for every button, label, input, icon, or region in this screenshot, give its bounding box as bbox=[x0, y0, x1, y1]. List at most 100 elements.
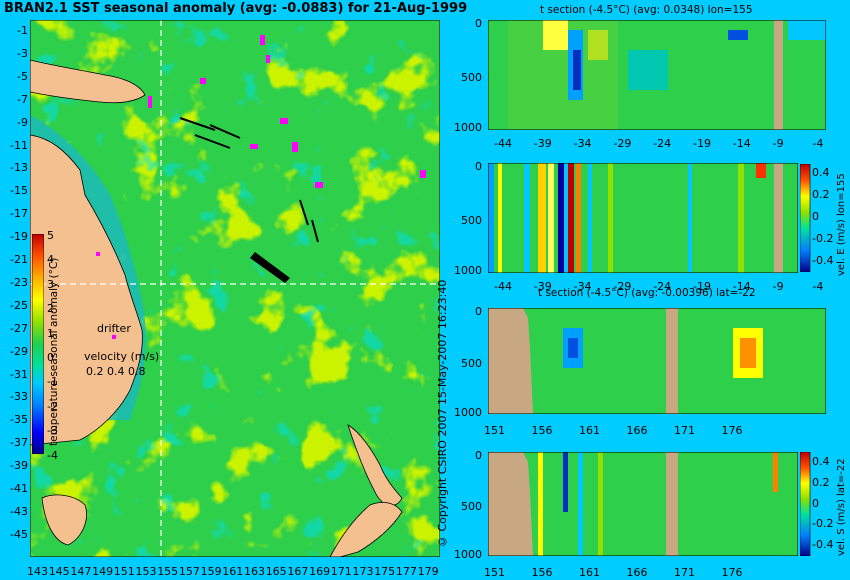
panel2-x-tick: -19 bbox=[693, 280, 711, 293]
colorbar-tick: 3 bbox=[47, 277, 54, 291]
panel4-x-tick: 171 bbox=[674, 566, 695, 579]
panel3-y-tick: 500 bbox=[461, 356, 482, 370]
panel2-x-tick: -24 bbox=[653, 280, 672, 293]
map-x-tick: 149 bbox=[92, 565, 114, 578]
panel4-x-tick: 151 bbox=[484, 566, 505, 579]
map-y-tick: -41 bbox=[10, 482, 28, 495]
panel2-vel-east-lon155 bbox=[488, 163, 798, 273]
colorbar-tick: -1 bbox=[47, 375, 58, 389]
panel2-x-tick: -34 bbox=[573, 280, 592, 293]
map-y-tick: -31 bbox=[10, 367, 28, 381]
drifter-markers bbox=[96, 35, 426, 339]
panel3-title: t section (-4.5°C) (avg: -0.00396) lat=-… bbox=[538, 287, 756, 299]
map-y-tick: -45 bbox=[10, 527, 28, 541]
panel4-vel-south-lat-22 bbox=[488, 452, 798, 556]
map-x-tick: 177 bbox=[395, 565, 417, 578]
map-y-tick: -37 bbox=[10, 436, 28, 450]
map-y-tick: -23 bbox=[10, 275, 28, 289]
map-x-tick: 179 bbox=[417, 565, 439, 578]
colorbar-tick: 0 bbox=[47, 351, 54, 364]
map-y-tick: -11 bbox=[10, 138, 28, 152]
map-y-tick: -27 bbox=[10, 321, 28, 335]
panel2-colorbar bbox=[800, 164, 811, 272]
panel2-x-tick: -39 bbox=[533, 280, 552, 293]
sst-anomaly-map bbox=[30, 20, 440, 557]
panel4-colorbar-tick: 0.2 bbox=[812, 475, 830, 489]
panel2-y-tick: 1000 bbox=[454, 264, 482, 278]
new-guinea-landmass bbox=[30, 59, 146, 104]
panel2-x-tick: -4 bbox=[812, 280, 824, 293]
panel1-x-tick: -39 bbox=[533, 137, 552, 150]
colorbar-tick: 1 bbox=[47, 326, 54, 340]
map-y-tick: -9 bbox=[17, 115, 28, 129]
panel1-y-tick: 500 bbox=[461, 70, 482, 84]
panel3-x-tick: 156 bbox=[531, 424, 553, 437]
map-y-tick: -17 bbox=[10, 207, 28, 221]
panel3-y-tick: 1000 bbox=[454, 405, 482, 419]
panel3-x-tick: 151 bbox=[484, 424, 505, 437]
panel2-colorbar-tick: 0.2 bbox=[812, 188, 830, 201]
map-y-tick: -43 bbox=[10, 504, 28, 518]
panel4-colorbar-label: vel. S (m/s) lat=-22 bbox=[836, 458, 847, 556]
panel1-x-tick: -4 bbox=[812, 137, 824, 150]
panel1-x-tick: -34 bbox=[573, 137, 592, 150]
panel2-colorbar-tick: -0.2 bbox=[812, 232, 834, 245]
map-y-tick: -33 bbox=[10, 390, 28, 404]
colorbar-tick: -2 bbox=[47, 399, 58, 413]
map-x-tick: 145 bbox=[48, 565, 70, 578]
map-x-tick: 173 bbox=[352, 565, 374, 578]
panel4-y-tick: 0 bbox=[475, 449, 482, 462]
map-y-tick: -15 bbox=[10, 184, 28, 198]
colorbar-label: temperature seasonal anomaly (°C) bbox=[48, 257, 60, 446]
nz-north-island bbox=[347, 424, 403, 506]
panel1-y-tick: 1000 bbox=[454, 121, 482, 135]
map-y-tick: -13 bbox=[10, 161, 28, 175]
tasmania-landmass bbox=[41, 494, 87, 546]
map-y-tick: -3 bbox=[17, 46, 28, 60]
map-x-tick: 161 bbox=[222, 565, 244, 578]
panel3-x-tick: 176 bbox=[721, 424, 743, 437]
panel4-y-tick: 1000 bbox=[454, 547, 482, 561]
colorbar-tick: 4 bbox=[47, 253, 54, 267]
panel2-x-tick: -29 bbox=[613, 280, 632, 293]
panel4-x-tick: 156 bbox=[531, 566, 553, 579]
australia-landmass bbox=[30, 134, 143, 446]
map-y-tick: -1 bbox=[17, 24, 28, 37]
drifter-label: drifter bbox=[97, 322, 131, 335]
map-y-tick: -25 bbox=[10, 298, 28, 312]
map-y-tick: -5 bbox=[17, 69, 28, 83]
map-y-tick: -21 bbox=[10, 253, 28, 266]
panel2-x-tick: -44 bbox=[494, 280, 512, 293]
map-x-tick: 143 bbox=[27, 565, 48, 578]
map-x-tick: 159 bbox=[200, 565, 222, 578]
velocity-label: velocity (m/s) bbox=[84, 350, 160, 363]
panel1-title: t section (-4.5°C) (avg: 0.0348) lon=155 bbox=[540, 4, 753, 16]
colorbar-tick: -3 bbox=[47, 424, 58, 438]
colorbar-tick: 5 bbox=[47, 229, 54, 242]
panel4-x-tick: 176 bbox=[721, 566, 743, 579]
panel2-x-tick: -14 bbox=[732, 280, 751, 293]
map-x-tick: 167 bbox=[287, 565, 309, 578]
panel2-colorbar-tick: -0.4 bbox=[812, 254, 834, 267]
colorbar-tick: -4 bbox=[47, 448, 58, 462]
panel3-temp-section-lat-22 bbox=[488, 308, 826, 414]
new-caledonia bbox=[250, 252, 290, 283]
panel2-colorbar-label: vel. E (m/s) lon=155 bbox=[836, 173, 847, 276]
panel4-y-tick: 500 bbox=[461, 499, 482, 513]
panel3-x-tick: 161 bbox=[579, 424, 600, 437]
panel1-temp-section-lon155 bbox=[488, 20, 826, 130]
main-map-title: BRAN2.1 SST seasonal anomaly (avg: -0.08… bbox=[4, 1, 468, 16]
solomon-islands bbox=[179, 117, 241, 149]
panel2-x-tick: -9 bbox=[772, 280, 784, 293]
panel4-x-tick: 166 bbox=[626, 566, 648, 579]
panel1-x-tick: -14 bbox=[732, 137, 751, 150]
panel4-colorbar-tick: 0.4 bbox=[812, 455, 830, 468]
vanuatu bbox=[299, 199, 319, 243]
colorbar-tick: 2 bbox=[47, 302, 54, 316]
panel3-x-tick: 171 bbox=[674, 424, 695, 437]
map-y-tick: -35 bbox=[10, 413, 28, 427]
map-x-tick: 165 bbox=[265, 565, 287, 578]
map-x-tick: 155 bbox=[157, 565, 179, 578]
panel2-colorbar-tick: 0 bbox=[812, 210, 819, 223]
map-colorbar bbox=[32, 234, 44, 454]
